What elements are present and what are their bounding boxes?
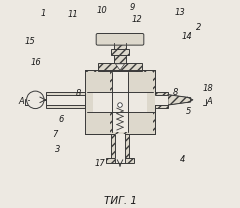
Bar [115,134,125,158]
FancyBboxPatch shape [96,33,144,45]
Text: 17: 17 [95,159,106,168]
Bar [89,92,151,112]
Bar [112,72,128,132]
Text: 13: 13 [175,8,186,17]
Text: 7: 7 [52,130,57,139]
Bar [85,92,93,112]
Bar [128,112,153,134]
Text: A: A [19,97,25,106]
Text: 1: 1 [40,9,46,18]
Text: 9: 9 [130,3,135,12]
Bar [85,112,110,134]
Text: 10: 10 [97,6,108,15]
Bar [147,92,155,112]
Bar [114,43,126,70]
Polygon shape [115,64,125,70]
Polygon shape [168,95,191,105]
Circle shape [118,103,122,107]
Text: 8: 8 [172,88,178,97]
Bar [155,92,168,108]
Text: 16: 16 [30,58,41,67]
Text: 11: 11 [68,10,78,20]
Text: 4: 4 [180,155,185,164]
Bar [85,70,155,134]
Text: 14: 14 [181,32,192,41]
Text: A: A [206,97,212,106]
Text: 12: 12 [131,15,142,24]
Text: 6: 6 [58,115,63,124]
Bar [111,134,129,158]
Bar [115,158,125,163]
Bar [111,49,129,55]
Text: ΤИГ. 1: ΤИГ. 1 [103,196,137,206]
Bar [107,158,133,163]
Text: 5: 5 [186,107,191,116]
Text: 18: 18 [203,84,214,93]
Bar [155,95,168,105]
Bar [85,70,155,134]
Bar [98,63,142,71]
Bar [46,105,85,108]
Text: 2: 2 [196,22,202,32]
Text: 3: 3 [55,145,60,154]
Text: 15: 15 [24,37,35,46]
Bar [85,72,110,92]
Circle shape [27,91,44,109]
Bar [46,92,85,95]
Text: 8: 8 [76,89,81,98]
Bar [128,72,153,92]
Bar [46,92,85,108]
